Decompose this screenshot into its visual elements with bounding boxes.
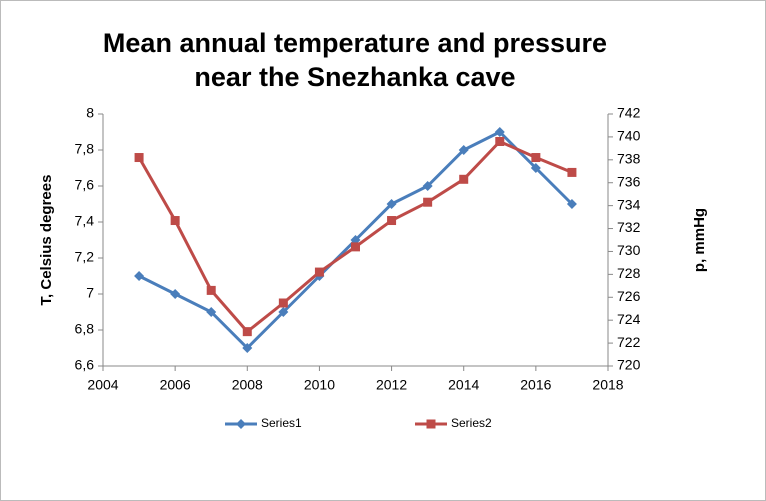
marker <box>423 197 433 207</box>
x-tick-label: 2006 <box>160 377 191 393</box>
marker <box>242 343 253 353</box>
y2-tick-label: 720 <box>617 357 641 373</box>
y2-tick-label: 730 <box>617 242 641 258</box>
y2-tick-label: 732 <box>617 219 641 235</box>
marker <box>206 285 216 295</box>
marker <box>314 267 324 277</box>
legend-marker <box>426 419 436 429</box>
marker <box>422 181 433 191</box>
x-tick-label: 2008 <box>232 377 263 393</box>
x-tick-label: 2012 <box>376 377 407 393</box>
y2-axis-title: p, mmHg <box>691 208 708 272</box>
marker <box>134 153 144 163</box>
marker <box>170 289 181 299</box>
y-axis-title: T, Celsius degrees <box>38 175 55 306</box>
marker <box>531 153 541 163</box>
y2-tick-label: 740 <box>617 128 641 144</box>
marker <box>278 307 289 317</box>
marker <box>387 216 397 226</box>
y2-tick-label: 728 <box>617 265 641 281</box>
y2-tick-label: 726 <box>617 288 641 304</box>
y-tick-label: 6,8 <box>75 321 95 337</box>
marker <box>530 163 541 173</box>
y2-tick-label: 722 <box>617 334 641 350</box>
chart-title: Mean annual temperature and pressure <box>103 28 607 58</box>
y-tick-label: 6,6 <box>75 357 95 373</box>
x-tick-label: 2016 <box>520 377 551 393</box>
marker <box>386 199 397 209</box>
y2-tick-label: 736 <box>617 173 641 189</box>
y-tick-label: 7,2 <box>75 249 95 265</box>
legend-label: Series2 <box>451 416 492 430</box>
marker <box>459 174 469 184</box>
y-tick-label: 7,6 <box>75 177 95 193</box>
marker <box>278 298 288 308</box>
y-tick-label: 7,8 <box>75 141 95 157</box>
legend-marker <box>236 419 246 429</box>
marker <box>170 216 180 226</box>
y2-tick-label: 724 <box>617 311 641 327</box>
y2-tick-label: 742 <box>617 105 641 121</box>
y-tick-label: 8 <box>86 105 94 121</box>
marker <box>351 242 360 252</box>
marker <box>566 199 577 209</box>
legend-label: Series1 <box>261 416 302 430</box>
x-tick-label: 2004 <box>87 377 118 393</box>
marker <box>495 136 505 146</box>
y2-tick-label: 734 <box>617 196 641 212</box>
x-tick-label: 2014 <box>448 377 479 393</box>
y-tick-label: 7,4 <box>75 213 95 229</box>
marker <box>567 167 577 177</box>
marker <box>242 327 252 337</box>
marker <box>206 307 217 317</box>
chart-title: near the Snezhanka cave <box>194 62 515 92</box>
marker <box>494 127 505 137</box>
marker <box>134 271 145 281</box>
x-tick-label: 2018 <box>592 377 623 393</box>
y2-tick-label: 738 <box>617 151 641 167</box>
marker <box>458 145 469 155</box>
y-tick-label: 7 <box>86 285 94 301</box>
x-tick-label: 2010 <box>304 377 335 393</box>
